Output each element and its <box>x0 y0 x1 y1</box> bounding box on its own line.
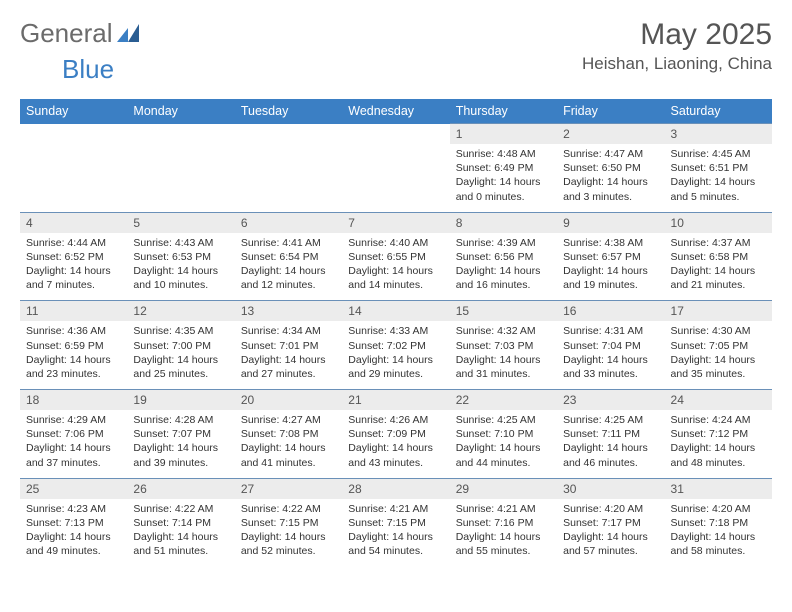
day-info-cell: Sunrise: 4:20 AMSunset: 7:17 PMDaylight:… <box>557 499 664 567</box>
day-number-cell: 27 <box>235 478 342 499</box>
logo: General <box>20 18 139 49</box>
day-info-cell <box>235 144 342 212</box>
day-of-week-cell: Saturday <box>665 99 772 124</box>
day-info-cell <box>127 144 234 212</box>
day-info-row: Sunrise: 4:48 AMSunset: 6:49 PMDaylight:… <box>20 144 772 212</box>
day-number-row: 123 <box>20 124 772 145</box>
day-info-cell: Sunrise: 4:36 AMSunset: 6:59 PMDaylight:… <box>20 321 127 389</box>
month-title: May 2025 <box>582 18 772 52</box>
day-number-cell: 24 <box>665 390 772 411</box>
day-info-cell: Sunrise: 4:21 AMSunset: 7:15 PMDaylight:… <box>342 499 449 567</box>
day-of-week-cell: Monday <box>127 99 234 124</box>
logo-text-gray: General <box>20 18 113 49</box>
day-number-cell: 13 <box>235 301 342 322</box>
day-info-row: Sunrise: 4:44 AMSunset: 6:52 PMDaylight:… <box>20 233 772 301</box>
day-info-cell: Sunrise: 4:28 AMSunset: 7:07 PMDaylight:… <box>127 410 234 478</box>
day-info-cell: Sunrise: 4:43 AMSunset: 6:53 PMDaylight:… <box>127 233 234 301</box>
title-block: May 2025 Heishan, Liaoning, China <box>582 18 772 74</box>
day-info-row: Sunrise: 4:36 AMSunset: 6:59 PMDaylight:… <box>20 321 772 389</box>
location: Heishan, Liaoning, China <box>582 54 772 74</box>
day-number-cell: 3 <box>665 124 772 145</box>
day-info-cell: Sunrise: 4:45 AMSunset: 6:51 PMDaylight:… <box>665 144 772 212</box>
day-number-cell: 1 <box>450 124 557 145</box>
day-number-cell <box>235 124 342 145</box>
day-number-cell: 26 <box>127 478 234 499</box>
day-info-cell: Sunrise: 4:33 AMSunset: 7:02 PMDaylight:… <box>342 321 449 389</box>
day-info-cell <box>342 144 449 212</box>
day-info-cell <box>20 144 127 212</box>
day-number-cell: 20 <box>235 390 342 411</box>
day-info-cell: Sunrise: 4:32 AMSunset: 7:03 PMDaylight:… <box>450 321 557 389</box>
day-number-row: 11121314151617 <box>20 301 772 322</box>
day-of-week-cell: Sunday <box>20 99 127 124</box>
day-number-cell: 29 <box>450 478 557 499</box>
day-info-cell: Sunrise: 4:29 AMSunset: 7:06 PMDaylight:… <box>20 410 127 478</box>
day-of-week-cell: Thursday <box>450 99 557 124</box>
day-info-cell: Sunrise: 4:48 AMSunset: 6:49 PMDaylight:… <box>450 144 557 212</box>
day-info-cell: Sunrise: 4:47 AMSunset: 6:50 PMDaylight:… <box>557 144 664 212</box>
day-info-cell: Sunrise: 4:21 AMSunset: 7:16 PMDaylight:… <box>450 499 557 567</box>
day-number-cell: 14 <box>342 301 449 322</box>
day-number-cell: 15 <box>450 301 557 322</box>
logo-mark-icon <box>117 24 139 42</box>
day-info-cell: Sunrise: 4:34 AMSunset: 7:01 PMDaylight:… <box>235 321 342 389</box>
day-number-row: 45678910 <box>20 212 772 233</box>
day-info-cell: Sunrise: 4:20 AMSunset: 7:18 PMDaylight:… <box>665 499 772 567</box>
day-number-cell: 12 <box>127 301 234 322</box>
day-number-cell: 31 <box>665 478 772 499</box>
day-info-cell: Sunrise: 4:22 AMSunset: 7:14 PMDaylight:… <box>127 499 234 567</box>
day-number-cell: 10 <box>665 212 772 233</box>
day-info-cell: Sunrise: 4:41 AMSunset: 6:54 PMDaylight:… <box>235 233 342 301</box>
day-number-cell: 28 <box>342 478 449 499</box>
day-number-cell: 17 <box>665 301 772 322</box>
day-info-cell: Sunrise: 4:23 AMSunset: 7:13 PMDaylight:… <box>20 499 127 567</box>
day-number-cell: 2 <box>557 124 664 145</box>
day-number-cell: 7 <box>342 212 449 233</box>
day-info-cell: Sunrise: 4:39 AMSunset: 6:56 PMDaylight:… <box>450 233 557 301</box>
day-number-cell: 16 <box>557 301 664 322</box>
day-info-cell: Sunrise: 4:38 AMSunset: 6:57 PMDaylight:… <box>557 233 664 301</box>
day-number-cell <box>127 124 234 145</box>
day-info-row: Sunrise: 4:29 AMSunset: 7:06 PMDaylight:… <box>20 410 772 478</box>
calendar-table: SundayMondayTuesdayWednesdayThursdayFrid… <box>20 99 772 566</box>
day-number-cell: 4 <box>20 212 127 233</box>
day-info-cell: Sunrise: 4:44 AMSunset: 6:52 PMDaylight:… <box>20 233 127 301</box>
day-number-cell: 21 <box>342 390 449 411</box>
day-info-cell: Sunrise: 4:26 AMSunset: 7:09 PMDaylight:… <box>342 410 449 478</box>
day-of-week-cell: Friday <box>557 99 664 124</box>
day-number-cell: 11 <box>20 301 127 322</box>
day-info-cell: Sunrise: 4:37 AMSunset: 6:58 PMDaylight:… <box>665 233 772 301</box>
day-info-cell: Sunrise: 4:24 AMSunset: 7:12 PMDaylight:… <box>665 410 772 478</box>
day-number-cell <box>20 124 127 145</box>
day-info-cell: Sunrise: 4:40 AMSunset: 6:55 PMDaylight:… <box>342 233 449 301</box>
day-number-cell: 30 <box>557 478 664 499</box>
day-of-week-cell: Tuesday <box>235 99 342 124</box>
day-number-cell: 8 <box>450 212 557 233</box>
day-info-cell: Sunrise: 4:31 AMSunset: 7:04 PMDaylight:… <box>557 321 664 389</box>
day-number-cell: 23 <box>557 390 664 411</box>
day-of-week-cell: Wednesday <box>342 99 449 124</box>
day-info-cell: Sunrise: 4:35 AMSunset: 7:00 PMDaylight:… <box>127 321 234 389</box>
day-number-row: 18192021222324 <box>20 390 772 411</box>
day-number-cell: 22 <box>450 390 557 411</box>
day-number-cell: 9 <box>557 212 664 233</box>
day-info-cell: Sunrise: 4:22 AMSunset: 7:15 PMDaylight:… <box>235 499 342 567</box>
day-number-row: 25262728293031 <box>20 478 772 499</box>
day-info-row: Sunrise: 4:23 AMSunset: 7:13 PMDaylight:… <box>20 499 772 567</box>
logo-text-blue: Blue <box>62 54 114 85</box>
day-number-cell: 25 <box>20 478 127 499</box>
day-info-cell: Sunrise: 4:25 AMSunset: 7:11 PMDaylight:… <box>557 410 664 478</box>
day-number-cell: 18 <box>20 390 127 411</box>
day-of-week-row: SundayMondayTuesdayWednesdayThursdayFrid… <box>20 99 772 124</box>
day-number-cell: 5 <box>127 212 234 233</box>
day-number-cell <box>342 124 449 145</box>
day-number-cell: 6 <box>235 212 342 233</box>
day-info-cell: Sunrise: 4:30 AMSunset: 7:05 PMDaylight:… <box>665 321 772 389</box>
day-number-cell: 19 <box>127 390 234 411</box>
day-info-cell: Sunrise: 4:25 AMSunset: 7:10 PMDaylight:… <box>450 410 557 478</box>
day-info-cell: Sunrise: 4:27 AMSunset: 7:08 PMDaylight:… <box>235 410 342 478</box>
